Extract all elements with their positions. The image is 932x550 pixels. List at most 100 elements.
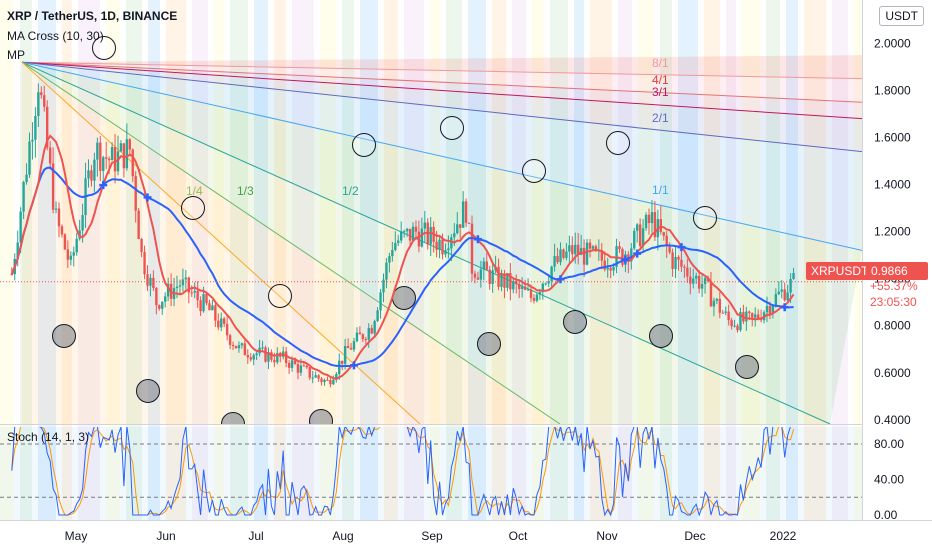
candle-body	[736, 325, 739, 331]
background-band	[742, 0, 760, 520]
candle-body	[326, 379, 329, 381]
mp-circle	[477, 332, 501, 356]
candle-body	[774, 294, 778, 306]
background-band	[0, 0, 14, 520]
candle-body	[402, 231, 406, 233]
candle-body	[464, 201, 468, 223]
candle-body	[571, 245, 574, 255]
candle-body	[394, 242, 397, 250]
candle-body	[674, 256, 677, 269]
mp-circle	[52, 324, 76, 348]
currency-unit-button[interactable]: USDT	[879, 6, 924, 26]
candle-body	[659, 219, 662, 233]
candle-body	[520, 286, 524, 290]
mp-circle	[735, 355, 759, 379]
candle-body	[134, 176, 137, 211]
time-tick-label: Jun	[156, 529, 175, 543]
candle-body	[28, 141, 31, 175]
candle-body	[131, 149, 134, 177]
candle-body	[267, 352, 270, 362]
time-tick-label: Sep	[421, 529, 443, 543]
background-band	[106, 0, 120, 520]
ma-cross-marker	[473, 235, 482, 244]
candle-body	[299, 365, 303, 373]
candle-body	[715, 298, 719, 301]
background-band	[342, 0, 354, 520]
ma-fast-line	[10, 134, 795, 380]
candle-body	[420, 228, 424, 247]
candle-body	[323, 379, 326, 383]
candle-body	[621, 248, 624, 265]
candle-body	[695, 275, 698, 279]
candle-body	[647, 214, 651, 224]
candle-body	[96, 142, 99, 160]
candle-body	[559, 249, 562, 263]
candle-body	[574, 244, 577, 255]
candle-body	[712, 300, 716, 307]
candle-body	[373, 321, 376, 334]
candle-body	[751, 312, 754, 318]
time-tick-label: Nov	[596, 529, 617, 543]
candle-body	[538, 291, 542, 295]
candle-body	[196, 290, 199, 301]
candle-body	[66, 249, 70, 260]
candle-body	[473, 273, 477, 278]
candle-body	[311, 377, 314, 379]
candle-body	[482, 261, 485, 270]
candle-body	[125, 139, 129, 169]
candle-body	[391, 249, 394, 257]
candle-body	[249, 357, 252, 360]
candle-body	[31, 139, 34, 142]
candle-body	[453, 233, 456, 238]
candle-body	[568, 245, 571, 252]
candle-body	[155, 287, 158, 306]
candle-body	[22, 182, 25, 212]
mp-circle	[440, 116, 464, 140]
candle-body	[75, 238, 78, 253]
background-band	[78, 0, 100, 520]
candle-body	[361, 334, 365, 340]
candle-body	[680, 259, 683, 267]
candle-body	[314, 375, 317, 378]
fan-label: 2/1	[652, 111, 669, 125]
background-band	[786, 0, 798, 520]
candle-body	[43, 95, 46, 107]
candle-body	[515, 280, 518, 285]
candle-body	[308, 367, 311, 378]
background-band	[166, 0, 186, 520]
candle-body	[102, 157, 105, 171]
candle-body	[506, 272, 509, 288]
candle-body	[90, 170, 93, 181]
candle-body	[25, 174, 28, 183]
candle-body	[523, 286, 527, 290]
candle-body	[184, 277, 188, 280]
candle-body	[296, 364, 300, 373]
countdown: 23:05:30	[870, 295, 917, 309]
candle-body	[636, 224, 639, 231]
time-axis-bg	[0, 520, 932, 550]
background-band	[574, 0, 584, 520]
candle-body	[376, 310, 379, 322]
candle-body	[577, 244, 580, 256]
price-tick-label: 0.6000	[874, 366, 911, 380]
candle-body	[99, 142, 102, 171]
candle-body	[214, 305, 217, 321]
candle-body	[488, 269, 491, 284]
candle-body	[662, 232, 665, 236]
candle-body	[358, 332, 362, 335]
candle-body	[745, 311, 748, 322]
candle-body	[594, 246, 598, 251]
candle-body	[329, 380, 332, 385]
background-band	[468, 0, 486, 520]
candle-body	[405, 228, 409, 232]
fan-line	[21, 61, 561, 424]
candle-body	[240, 343, 244, 346]
candle-body	[352, 341, 356, 350]
candle-body	[653, 212, 657, 238]
fan-line	[21, 61, 862, 251]
fan-line	[21, 61, 862, 80]
candle-body	[208, 303, 211, 311]
candle-body	[343, 346, 347, 364]
candle-body	[252, 355, 255, 360]
